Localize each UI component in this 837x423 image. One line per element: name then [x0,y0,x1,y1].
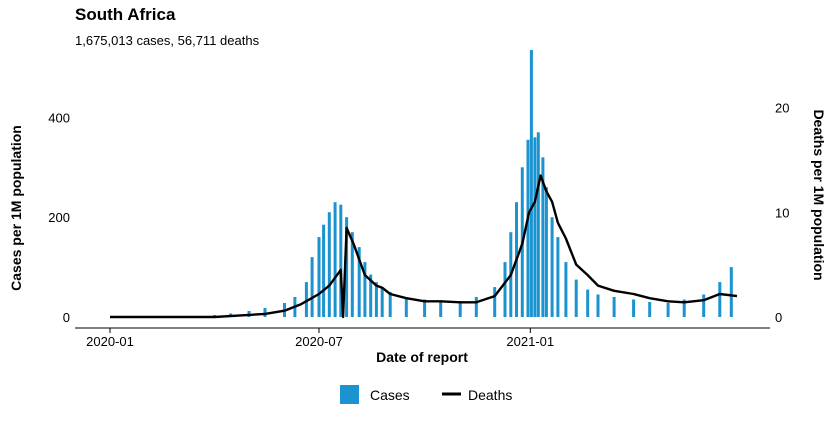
cases-bar [458,301,462,317]
y-right-tick-label: 20 [775,101,789,116]
chart-title: South Africa [75,5,176,24]
cases-bar [374,282,378,317]
x-tick-label: 2021-01 [506,334,554,349]
y-right-axis-ticks: 0 10 20 [775,101,789,325]
cases-bar [333,202,337,317]
cases-bar [536,132,540,317]
cases-bar [345,217,349,317]
cases-bar [503,262,507,317]
y-left-tick-label: 400 [48,110,70,125]
cases-bar [263,308,267,317]
cases-bar [423,299,427,317]
cases-bar [666,303,670,317]
cases-bar [526,139,530,317]
legend-cases-swatch [340,385,359,404]
cases-bar [682,299,686,317]
cases-bar [304,282,308,317]
cases-bar [556,237,560,317]
legend: Cases Deaths [340,385,512,404]
cases-bar [550,217,554,317]
cases-bar [729,267,733,317]
y-left-tick-label: 200 [48,210,70,225]
cases-bar [388,292,392,317]
cases-bar [310,257,314,317]
cases-bar [648,302,652,317]
cases-bar [327,212,331,317]
cases-bar [718,282,722,317]
y-left-tick-label: 0 [63,310,70,325]
cases-bar [363,262,367,317]
cases-bar [357,247,361,317]
cases-bar [586,289,590,317]
cases-bar [702,294,706,317]
y-left-axis-label: Cases per 1M population [8,125,24,291]
cases-bar [529,50,533,317]
cases-bar [493,287,497,317]
x-axis-label: Date of report [376,349,468,365]
chart-subtitle: 1,675,013 cases, 56,711 deaths [75,33,260,48]
cases-bar [564,262,568,317]
cases-bar [533,137,537,317]
cases-bar [317,237,321,317]
cases-bar [439,302,443,317]
y-right-tick-label: 10 [775,205,789,220]
legend-deaths-label: Deaths [468,387,512,403]
cases-bars [193,50,733,317]
cases-bar [574,279,578,317]
cases-bar [544,187,548,317]
legend-cases-label: Cases [370,387,410,403]
x-tick-label: 2020-07 [295,334,343,349]
cases-bar [380,287,384,317]
cases-bar [369,274,373,317]
cases-bar [612,297,616,317]
cases-bar [322,224,326,317]
cases-bar [474,297,478,317]
cases-bar [404,297,408,317]
y-left-axis-ticks: 0 200 400 [48,110,70,325]
cases-bar [541,157,545,317]
cases-bar [350,232,354,317]
y-right-axis-label: Deaths per 1M population [811,109,827,280]
x-tick-label: 2020-01 [86,334,134,349]
cases-bar [339,204,343,317]
cases-bar [596,294,600,317]
y-right-tick-label: 0 [775,310,782,325]
deaths-line [110,174,738,319]
cases-bar [632,299,636,317]
x-axis-ticks: 2020-01 2020-07 2021-01 [86,328,554,349]
